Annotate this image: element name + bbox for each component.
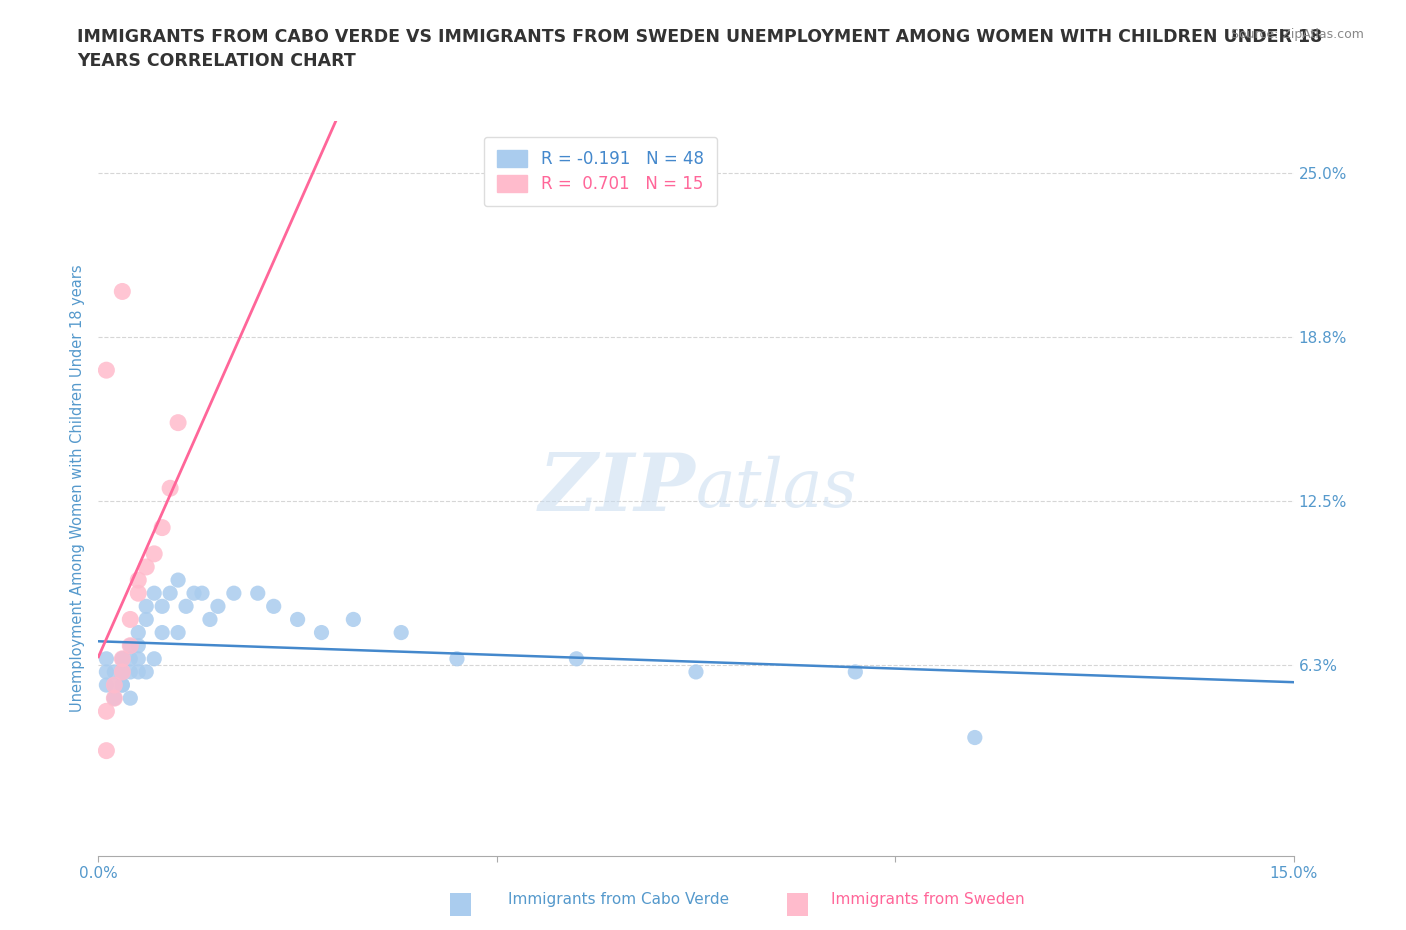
Text: Immigrants from Sweden: Immigrants from Sweden	[831, 892, 1025, 907]
Point	[96, 363, 118, 378]
Point	[150, 625, 173, 640]
Point	[167, 415, 190, 430]
Point	[685, 665, 707, 680]
Point	[565, 651, 588, 666]
Point	[246, 586, 269, 601]
Point	[191, 586, 214, 601]
Point	[96, 704, 118, 719]
Point	[127, 638, 149, 653]
Point	[174, 599, 197, 614]
Point	[120, 651, 142, 666]
Point	[96, 743, 118, 758]
Point	[287, 612, 309, 627]
Point	[111, 651, 134, 666]
Point	[135, 612, 157, 627]
Point	[143, 651, 166, 666]
Point	[143, 586, 166, 601]
Point	[135, 560, 157, 575]
Point	[127, 651, 149, 666]
Point	[342, 612, 364, 627]
Point	[222, 586, 245, 601]
Text: IMMIGRANTS FROM CABO VERDE VS IMMIGRANTS FROM SWEDEN UNEMPLOYMENT AMONG WOMEN WI: IMMIGRANTS FROM CABO VERDE VS IMMIGRANTS…	[77, 28, 1323, 70]
Text: ZIP: ZIP	[538, 449, 696, 527]
Point	[263, 599, 285, 614]
Legend: R = -0.191   N = 48, R =  0.701   N = 15: R = -0.191 N = 48, R = 0.701 N = 15	[484, 137, 717, 206]
Point	[111, 678, 134, 693]
Point	[207, 599, 229, 614]
Point	[150, 520, 173, 535]
Point	[120, 638, 142, 653]
Point	[127, 625, 149, 640]
Point	[159, 586, 181, 601]
Y-axis label: Unemployment Among Women with Children Under 18 years: Unemployment Among Women with Children U…	[70, 264, 86, 712]
Point	[120, 665, 142, 680]
Point	[111, 284, 134, 299]
Point	[127, 586, 149, 601]
Point	[389, 625, 412, 640]
Point	[111, 665, 134, 680]
Point	[963, 730, 986, 745]
Point	[167, 625, 190, 640]
Point	[111, 651, 134, 666]
Point	[120, 612, 142, 627]
Point	[103, 665, 125, 680]
Point	[135, 665, 157, 680]
Point	[96, 678, 118, 693]
Point	[111, 665, 134, 680]
Point	[159, 481, 181, 496]
Point	[111, 665, 134, 680]
Point	[311, 625, 333, 640]
Point	[150, 599, 173, 614]
Point	[183, 586, 205, 601]
Point	[198, 612, 221, 627]
Point	[96, 665, 118, 680]
Text: Immigrants from Cabo Verde: Immigrants from Cabo Verde	[508, 892, 730, 907]
Point	[111, 678, 134, 693]
Point	[127, 573, 149, 588]
Point	[446, 651, 468, 666]
Text: atlas: atlas	[696, 456, 858, 521]
Point	[120, 691, 142, 706]
Point	[96, 651, 118, 666]
Point	[103, 678, 125, 693]
Point	[135, 599, 157, 614]
Point	[103, 691, 125, 706]
Point	[103, 678, 125, 693]
Point	[111, 651, 134, 666]
Point	[120, 638, 142, 653]
Point	[127, 665, 149, 680]
Text: Source: ZipAtlas.com: Source: ZipAtlas.com	[1230, 28, 1364, 41]
Point	[143, 547, 166, 562]
Point	[844, 665, 866, 680]
Point	[103, 691, 125, 706]
Point	[103, 691, 125, 706]
Point	[167, 573, 190, 588]
